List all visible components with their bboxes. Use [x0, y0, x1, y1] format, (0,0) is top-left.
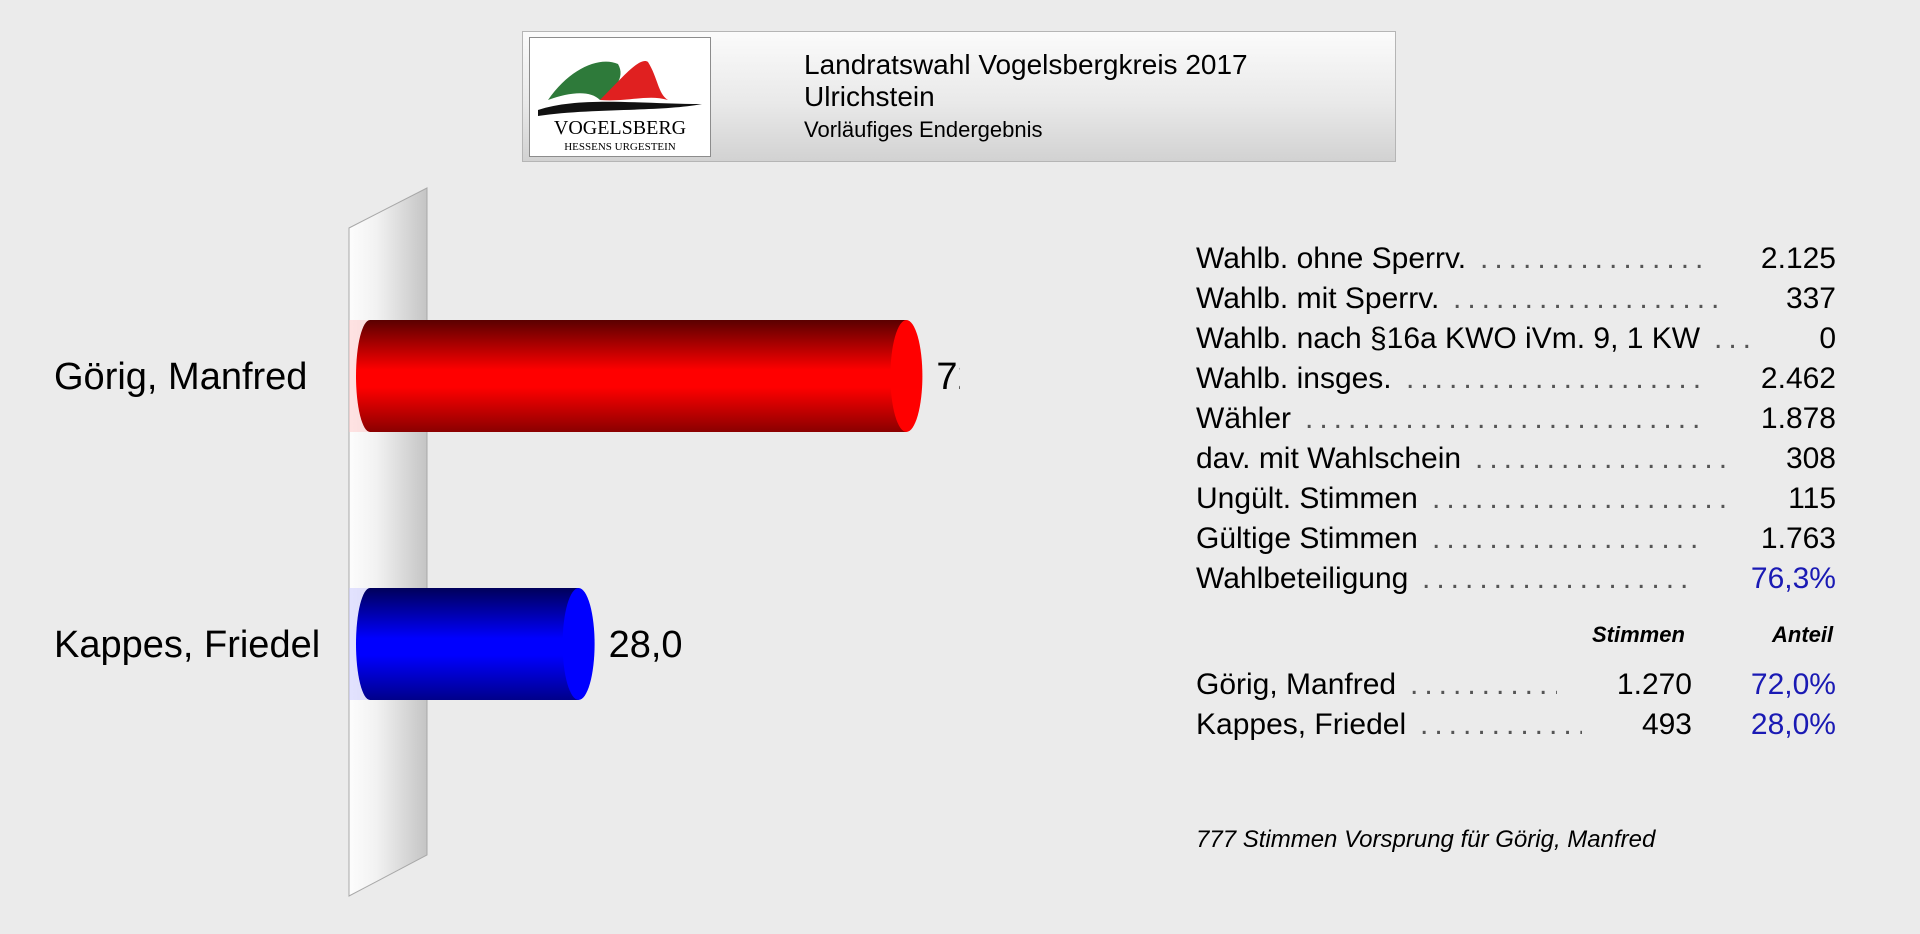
data-label: 72,0 — [936, 356, 960, 398]
category-label: Kappes, Friedel — [54, 624, 320, 666]
stat-label: Wahlb. ohne Sperrv. — [1196, 242, 1467, 275]
logo-text: VOGELSBERG — [554, 117, 686, 139]
stat-label: Ungült. Stimmen — [1196, 482, 1418, 515]
lead-note: 777 Stimmen Vorsprung für Görig, Manfred — [1196, 826, 1656, 853]
stat-value: 1.763 — [1760, 522, 1836, 555]
stat-value: 2.462 — [1760, 362, 1836, 395]
stat-value: 76,3% — [1750, 562, 1836, 595]
result-status: Vorläufiges Endergebnis — [804, 117, 1043, 142]
dot-leader: ........................................ — [1422, 562, 1691, 595]
result-share: 72,0% — [1750, 668, 1836, 701]
bar — [370, 588, 579, 700]
col-header-share: Anteil — [1772, 622, 1834, 647]
stat-value: 337 — [1785, 282, 1836, 315]
stat-row: Wahlb. insges. 2.462.....................… — [1196, 362, 1836, 402]
stat-value: 115 — [1788, 482, 1836, 515]
result-name: Görig, Manfred — [1196, 668, 1397, 701]
result-row: Görig, Manfred 1.270 72,0%................… — [1196, 668, 1836, 708]
dot-leader: ........................................ — [1410, 668, 1557, 701]
stat-row: Gültige Stimmen 1.763....................… — [1196, 522, 1836, 562]
dot-leader: ........................................ — [1714, 322, 1759, 355]
stat-row: Wahlb. nach §16a KWO iVm. 9, 1 KW 0......… — [1196, 322, 1836, 362]
page-title: Landratswahl Vogelsbergkreis 2017 — [804, 49, 1248, 80]
stat-label: Wahlb. mit Sperrv. — [1196, 282, 1440, 315]
stat-value: 2.125 — [1760, 242, 1836, 275]
stat-label: dav. mit Wahlschein — [1196, 442, 1462, 475]
dot-leader: ........................................ — [1453, 282, 1726, 315]
page-subtitle: Ulrichstein — [804, 81, 935, 112]
bar-end-cap — [890, 320, 923, 432]
stat-value: 308 — [1785, 442, 1836, 475]
stat-value: 1.878 — [1760, 402, 1836, 435]
dot-leader: ........................................ — [1420, 708, 1582, 741]
dot-leader: ........................................ — [1475, 442, 1726, 475]
stat-row: Wahlbeteiligung 76,3%....................… — [1196, 562, 1836, 602]
bar-left-cap — [356, 588, 384, 700]
result-votes: 1.270 — [1616, 668, 1692, 701]
stat-label: Wahlb. nach §16a KWO iVm. 9, 1 KW — [1196, 322, 1701, 355]
dot-leader: ........................................ — [1432, 522, 1701, 555]
category-label: Görig, Manfred — [54, 356, 307, 398]
stat-row: Ungült. Stimmen 115......................… — [1196, 482, 1836, 522]
result-share: 28,0% — [1750, 708, 1836, 741]
col-header-votes: Stimmen — [1592, 622, 1685, 647]
bar — [370, 320, 907, 432]
dot-leader: ........................................ — [1305, 402, 1701, 435]
stat-value: 0 — [1819, 322, 1836, 355]
result-votes: 493 — [1641, 708, 1692, 741]
bar-end-cap — [562, 588, 595, 700]
chart-wall — [348, 187, 428, 897]
logo-tagline: HESSENS URGESTEIN — [564, 141, 676, 153]
bar-chart: Görig, Manfred 72,0 Kappes, Friedel 28,0 — [54, 187, 960, 897]
stat-label: Wahlb. insges. — [1196, 362, 1392, 395]
stat-row: Wahlb. ohne Sperrv. 2.125................… — [1196, 242, 1836, 282]
dot-leader: ........................................ — [1406, 362, 1701, 395]
dot-leader: ........................................ — [1432, 482, 1728, 515]
bar-left-cap — [356, 320, 384, 432]
stat-row: dav. mit Wahlschein 308..................… — [1196, 442, 1836, 482]
data-label: 28,0 — [609, 624, 683, 666]
stat-label: Wahlbeteiligung — [1196, 562, 1409, 595]
stat-row: Wähler 1.878.............................… — [1196, 402, 1836, 442]
result-row: Kappes, Friedel 493 28,0%.................… — [1196, 708, 1836, 748]
stat-label: Wähler — [1196, 402, 1292, 435]
stat-row: Wahlb. mit Sperrv. 337...................… — [1196, 282, 1836, 322]
dot-leader: ........................................ — [1480, 242, 1701, 275]
header-panel: VOGELSBERG HESSENS URGESTEIN Landratswah… — [522, 31, 1396, 162]
vogelsberg-logo: VOGELSBERG HESSENS URGESTEIN — [529, 37, 711, 157]
stat-label: Gültige Stimmen — [1196, 522, 1418, 555]
result-name: Kappes, Friedel — [1196, 708, 1407, 741]
